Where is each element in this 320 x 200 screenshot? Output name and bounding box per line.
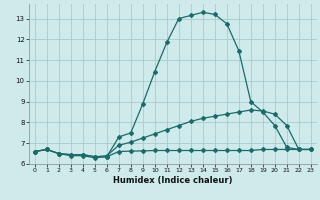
X-axis label: Humidex (Indice chaleur): Humidex (Indice chaleur) (113, 176, 233, 185)
